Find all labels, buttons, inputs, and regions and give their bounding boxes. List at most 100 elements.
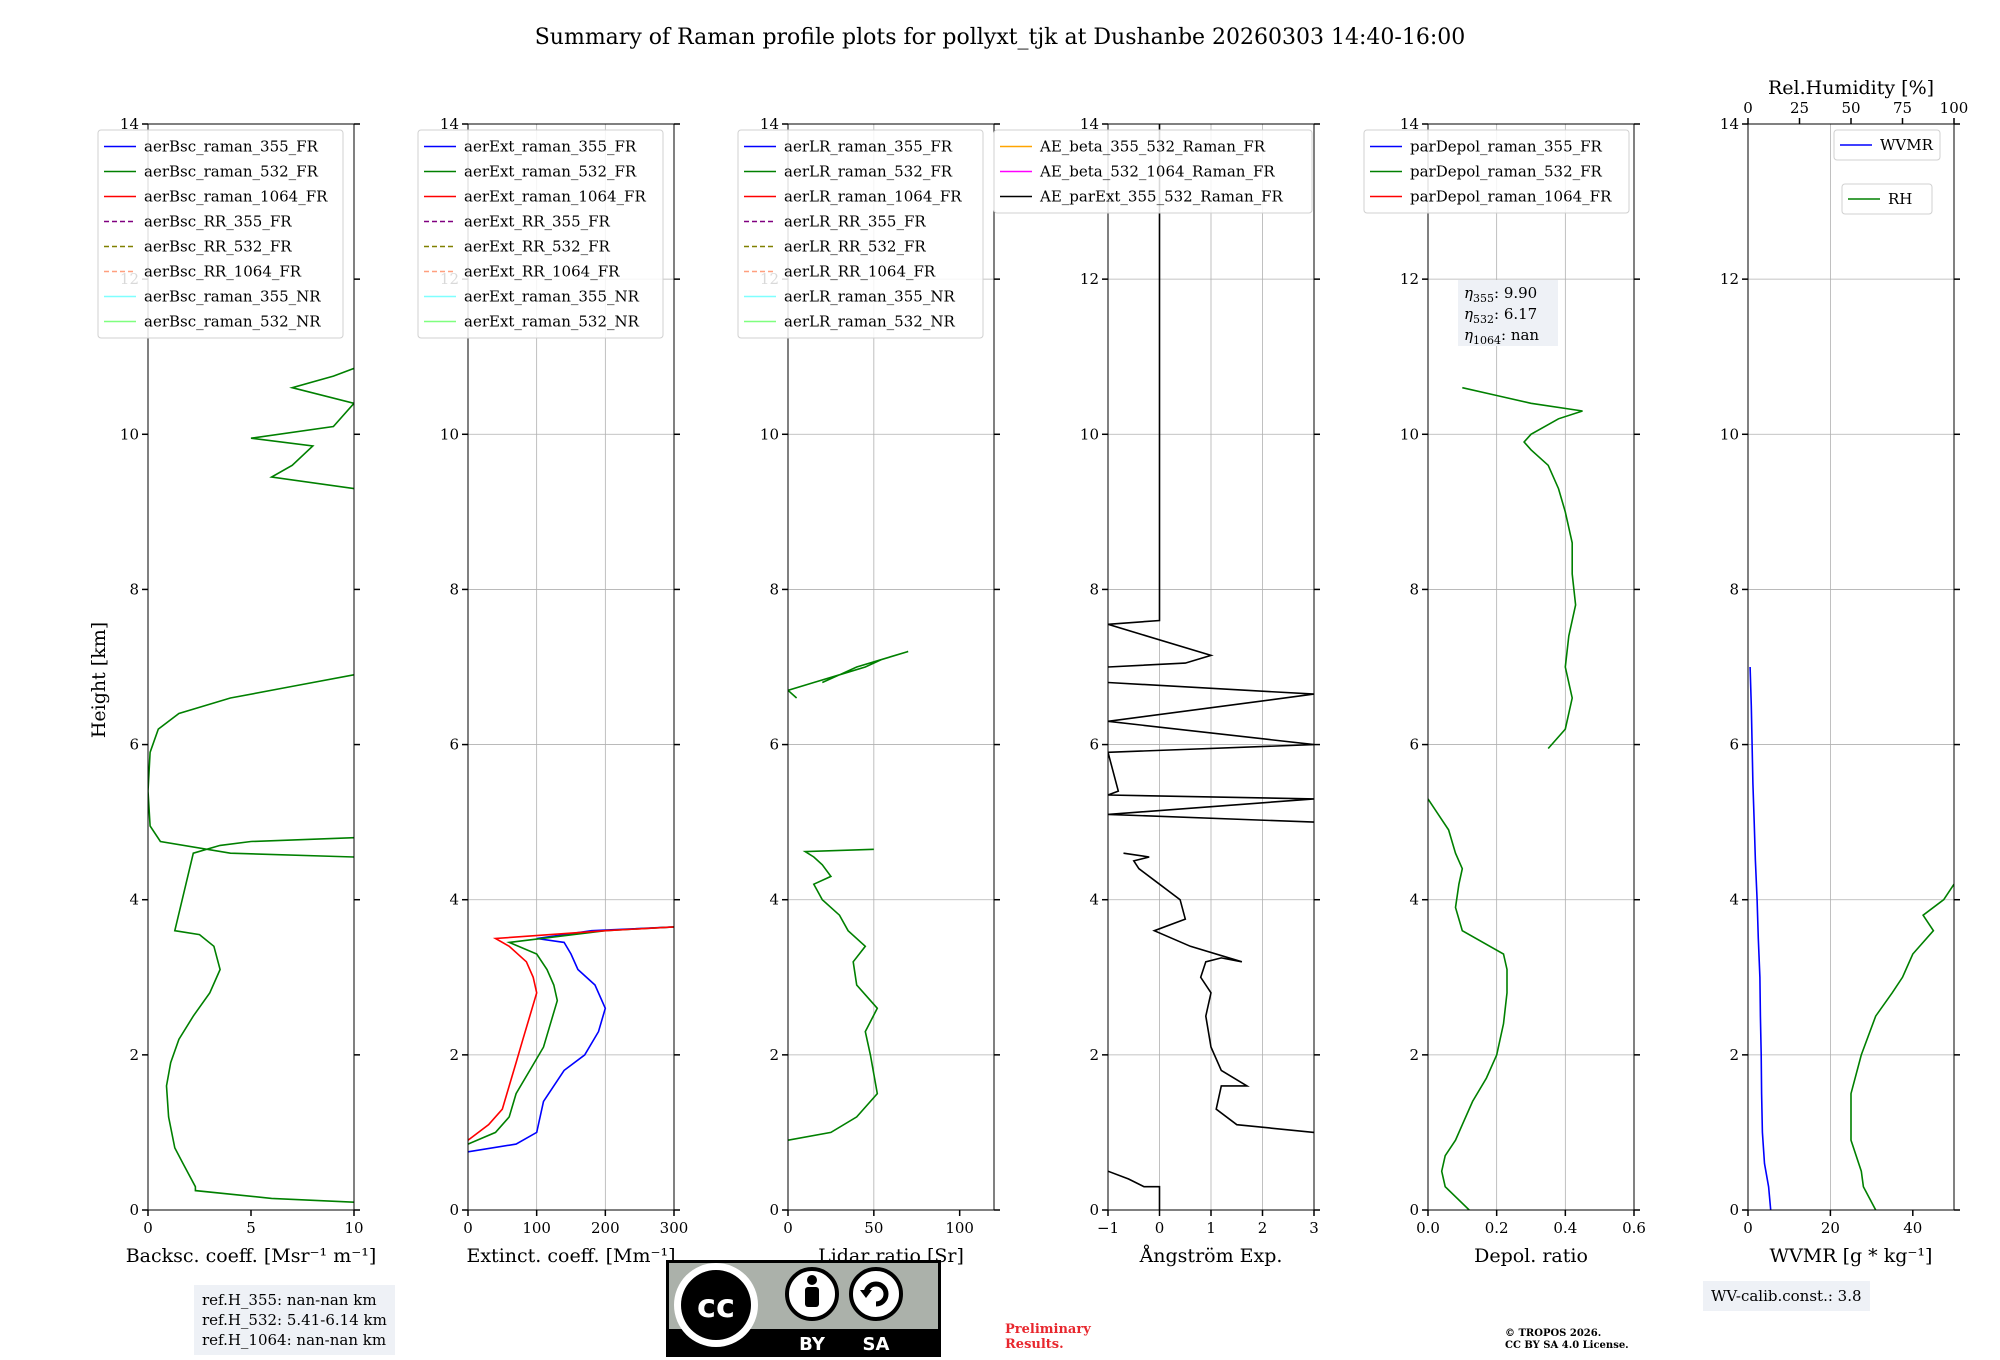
- y-tick-label: 2: [1729, 1046, 1739, 1064]
- legend-box: [1841, 183, 1933, 215]
- x-tick-label: 10: [344, 1219, 363, 1237]
- y-tick-label: 8: [769, 580, 779, 598]
- by-label: BY: [799, 1334, 826, 1355]
- figure-title: Summary of Raman profile plots for polly…: [535, 25, 1466, 50]
- x-tick-label: 2: [1258, 1219, 1268, 1237]
- legend-entry-label: WVMR: [1880, 136, 1934, 154]
- y-tick-label: 10: [440, 425, 459, 443]
- series-line-aerLR_raman_532_FR: [788, 848, 879, 1141]
- y-tick-label: 4: [129, 891, 139, 909]
- by-icon-body: [805, 1287, 819, 1307]
- legend-entry-label: aerExt_raman_1064_FR: [464, 188, 646, 206]
- legend: aerLR_raman_355_FR aerLR_raman_532_FR aerL…: [737, 129, 984, 339]
- legend: AE_beta_355_532_Raman_FR AE_beta_532_1064…: [993, 129, 1313, 214]
- y-tick-label: 6: [1729, 736, 1739, 754]
- plot-frame: [467, 123, 675, 1211]
- eta-line: η1064: nan: [1464, 326, 1539, 347]
- x-tick-label: 100: [945, 1219, 974, 1237]
- ref-height-1064: ref.H_1064: nan-nan km: [202, 1331, 387, 1349]
- x-tick-label: 0: [143, 1219, 153, 1237]
- y-tick-label: 0: [129, 1201, 139, 1219]
- y-tick-label: 2: [1409, 1046, 1419, 1064]
- y-tick-label: 4: [1409, 891, 1419, 909]
- series-line-aerBsc_raman_532_FR: [165, 836, 354, 1203]
- x-tick-label: 0.4: [1553, 1219, 1577, 1237]
- series-line-aerBsc_raman_532_FR_cirrus: [250, 367, 354, 490]
- x-tick-label: 0.0: [1416, 1219, 1440, 1237]
- panels: 024681012140510Backsc. coeff. [Msr⁻¹ m⁻¹…: [97, 77, 1968, 1267]
- x-tick-label: 3: [1309, 1219, 1319, 1237]
- legend-entry-label: aerLR_raman_532_NR: [784, 313, 955, 331]
- plot-frame: [1427, 123, 1635, 1211]
- legend: aerBsc_raman_355_FR aerBsc_raman_532_FRae…: [97, 129, 344, 339]
- legend-entry-label: aerBsc_raman_532_FR: [144, 163, 319, 181]
- top-x-tick-label: 100: [1940, 99, 1969, 117]
- y-tick-label: 0: [1729, 1201, 1739, 1219]
- sa-icon-arc: [863, 1281, 889, 1307]
- top-x-tick-label: 25: [1790, 99, 1809, 117]
- y-tick-label: 0: [1089, 1201, 1099, 1219]
- wv-calibration-constant: WV-calib.const.: 3.8: [1711, 1287, 1862, 1305]
- eta-line: η355: 9.90: [1464, 284, 1537, 305]
- x-tick-label: 0: [463, 1219, 473, 1237]
- legend-entry-label: parDepol_raman_1064_FR: [1410, 188, 1612, 206]
- legend-entry-label: AE_beta_355_532_Raman_FR: [1039, 138, 1266, 156]
- legend-entry-label: aerLR_RR_1064_FR: [784, 263, 936, 281]
- legend-box: [737, 129, 984, 339]
- series-line-aerExt_raman_1064_FR: [468, 926, 674, 1141]
- top-x-tick-label: 75: [1893, 99, 1912, 117]
- x-tick-label: 20: [1821, 1219, 1840, 1237]
- preliminary-results-note: Preliminary Results.: [1005, 1322, 1091, 1352]
- ref-height-355: ref.H_355: nan-nan km: [202, 1291, 377, 1309]
- copyright-line-2: CC BY SA 4.0 License.: [1505, 1340, 1629, 1351]
- x-tick-label: 0: [783, 1219, 793, 1237]
- panel-depol: 0 2 4 6 8 10 12 14 0.0 0.2 0.4 0.6 Depol. ratio parDe…: [1363, 115, 1646, 1267]
- y-tick-label: 10: [1720, 425, 1739, 443]
- panel-bsc: 024681012140510Backsc. coeff. [Msr⁻¹ m⁻¹…: [97, 115, 377, 1267]
- legend-entry-label: aerLR_raman_355_NR: [784, 288, 955, 306]
- y-tick-label: 2: [449, 1046, 459, 1064]
- cc-circle-inner: [681, 1270, 751, 1340]
- y-tick-label: 6: [1409, 736, 1419, 754]
- sa-icon-arrow: [860, 1290, 872, 1298]
- y-tick-label: 6: [1089, 736, 1099, 754]
- legend-entry-label: aerExt_raman_532_FR: [464, 163, 637, 181]
- legend-entry-label: aerLR_raman_1064_FR: [784, 188, 962, 206]
- preliminary-line-1: Preliminary: [1005, 1322, 1091, 1337]
- by-icon-head: [807, 1275, 817, 1285]
- legend-entry-label: aerExt_raman_355_NR: [464, 288, 640, 306]
- legend-entry-label: aerLR_raman_532_FR: [784, 163, 953, 181]
- series-line-AE_parExt_355_532_Raman_FR_mid: [1108, 681, 1314, 823]
- series-line-AE_parExt_355_532_Raman_FR_upper: [1108, 124, 1214, 668]
- x-tick-label: 200: [591, 1219, 620, 1237]
- x-axis-label: Backsc. coeff. [Msr⁻¹ m⁻¹]: [126, 1245, 377, 1267]
- x-axis-label: Ångström Exp.: [1139, 1245, 1283, 1267]
- sa-icon: [849, 1267, 903, 1321]
- y-tick-label: 8: [1409, 580, 1419, 598]
- y-tick-label: 6: [769, 736, 779, 754]
- y-tick-label: 4: [1729, 891, 1739, 909]
- legend-entry-label: aerBsc_RR_355_FR: [144, 213, 292, 231]
- y-tick-label: 4: [1089, 891, 1099, 909]
- legend: aerExt_raman_355_FR aerExt_raman_532_FRae…: [417, 129, 664, 339]
- series-line-parDepol_raman_532_FR_upper: [1462, 386, 1583, 750]
- copyright-note: © TROPOS 2026. CC BY SA 4.0 License.: [1505, 1328, 1629, 1352]
- reference-height-box: ref.H_355: nan-nan km ref.H_532: 5.41-6.…: [194, 1285, 395, 1355]
- legend: RH: [1841, 183, 1933, 215]
- y-tick-label: 14: [120, 115, 139, 133]
- series-line-aerBsc_raman_532_FR_upper: [148, 674, 354, 858]
- y-tick-label: 8: [1729, 580, 1739, 598]
- legend-entry-label: parDepol_raman_355_FR: [1410, 138, 1603, 156]
- panel-lr: 02468101214050100Lidar ratio [Sr]aerLR_r…: [737, 115, 1000, 1267]
- legend-entry-label: aerExt_raman_532_NR: [464, 313, 640, 331]
- y-tick-label: 10: [1400, 425, 1419, 443]
- y-tick-label: 14: [1720, 115, 1739, 133]
- panel-ext: 024681012140100200300Extinct. coeff. [Mm…: [417, 115, 688, 1267]
- y-tick-label: 12: [1080, 270, 1099, 288]
- series-line-AE_parExt_355_532_Raman_FR: [1123, 852, 1314, 1134]
- sa-label: SA: [863, 1334, 890, 1355]
- x-tick-label: 50: [864, 1219, 883, 1237]
- y-tick-label: 14: [1080, 115, 1099, 133]
